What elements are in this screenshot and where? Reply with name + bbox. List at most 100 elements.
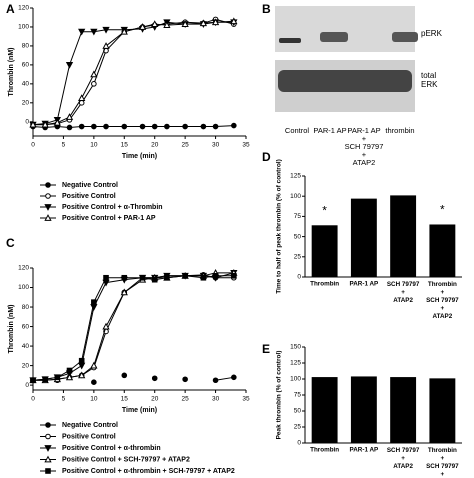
y-tick-label: 20 bbox=[22, 362, 30, 369]
marker bbox=[151, 123, 158, 130]
marker bbox=[182, 376, 188, 383]
marker bbox=[66, 367, 73, 374]
marker bbox=[212, 273, 219, 279]
marker bbox=[151, 375, 158, 382]
marker bbox=[199, 19, 208, 27]
marker bbox=[90, 70, 98, 78]
marker bbox=[91, 81, 97, 87]
series-line bbox=[215, 376, 234, 381]
y-tick-label: 20 bbox=[22, 100, 30, 107]
x-tick-label: 35 bbox=[242, 396, 250, 403]
x-tick-label: 10 bbox=[90, 142, 98, 149]
y-tick-label: 50 bbox=[294, 408, 302, 415]
x-tick-label: Thrombin+SCH 79797+ATAP2 bbox=[426, 447, 459, 478]
y-axis-label: Thrombin (nM) bbox=[8, 305, 15, 354]
y-tick-label: 125 bbox=[290, 360, 301, 367]
lane-label: PAR-1 AP + SCH 79797 + ATAP2 bbox=[345, 126, 384, 167]
x-tick-label: PAR-1 AP bbox=[350, 447, 379, 454]
x-tick-label: 15 bbox=[121, 396, 129, 403]
marker bbox=[53, 118, 61, 126]
series-line bbox=[33, 274, 234, 381]
legend-label: Negative Control bbox=[62, 182, 118, 189]
marker bbox=[78, 28, 86, 36]
legend-marker bbox=[44, 445, 52, 452]
marker bbox=[65, 373, 74, 381]
legend-label: Positive Control bbox=[62, 433, 116, 440]
bar bbox=[390, 195, 417, 277]
x-tick-label: 5 bbox=[62, 396, 66, 403]
marker bbox=[139, 274, 146, 281]
marker bbox=[90, 28, 98, 36]
y-tick-label: 150 bbox=[290, 344, 301, 351]
marker bbox=[139, 123, 146, 130]
y-tick-label: 125 bbox=[290, 173, 301, 180]
marker bbox=[42, 376, 48, 383]
x-tick-label: 25 bbox=[182, 142, 190, 149]
marker bbox=[121, 372, 128, 379]
y-tick-label: 0 bbox=[297, 440, 301, 447]
panel-letter: A bbox=[6, 2, 15, 16]
x-tick-label: SCH 79797 + ATAP2 bbox=[387, 281, 420, 304]
y-axis-label: Time to half of peak thrombin (% of cont… bbox=[276, 159, 283, 294]
marker bbox=[78, 94, 86, 101]
lane-label: thrombin bbox=[385, 126, 414, 135]
marker bbox=[78, 371, 86, 379]
marker bbox=[164, 123, 170, 130]
marker bbox=[151, 276, 158, 283]
bar bbox=[429, 224, 456, 277]
y-tick-label: 100 bbox=[290, 193, 301, 200]
marker bbox=[212, 123, 219, 130]
marker bbox=[120, 288, 128, 296]
panel-letter: B bbox=[262, 2, 271, 16]
marker bbox=[103, 274, 109, 281]
marker bbox=[78, 362, 86, 370]
bar bbox=[311, 225, 338, 277]
band bbox=[279, 38, 301, 43]
series-line bbox=[33, 18, 234, 126]
y-tick-label: 25 bbox=[294, 254, 302, 261]
x-tick-label: Thrombin bbox=[310, 447, 339, 454]
blot-pERK bbox=[275, 6, 415, 52]
y-tick-label: 0 bbox=[25, 382, 29, 389]
y-axis-label: Thrombin (nM) bbox=[8, 48, 15, 97]
marker bbox=[231, 122, 237, 129]
series-line bbox=[32, 21, 234, 126]
marker bbox=[78, 123, 85, 130]
y-tick-label: 80 bbox=[22, 43, 30, 50]
x-tick-label: SCH 79797 + ATAP2 bbox=[387, 447, 420, 470]
marker bbox=[91, 299, 97, 305]
marker bbox=[182, 123, 188, 130]
marker bbox=[102, 26, 110, 34]
legend-label: Positive Control + α-Thrombin bbox=[62, 204, 163, 211]
legend-marker bbox=[44, 455, 52, 463]
marker bbox=[181, 20, 189, 28]
marker bbox=[102, 42, 110, 49]
marker bbox=[91, 379, 97, 385]
y-tick-label: 100 bbox=[290, 376, 301, 383]
y-tick-label: 40 bbox=[22, 81, 30, 88]
marker bbox=[230, 17, 238, 25]
x-tick-label: 20 bbox=[151, 396, 159, 403]
band bbox=[320, 32, 348, 42]
y-axis-label: Peak thrombin (% of control) bbox=[276, 351, 283, 440]
y-tick-label: 100 bbox=[18, 284, 29, 291]
y-tick-label: 75 bbox=[294, 392, 302, 399]
marker bbox=[231, 273, 237, 279]
series-line bbox=[32, 272, 234, 381]
marker bbox=[121, 123, 128, 130]
marker bbox=[212, 377, 219, 384]
legend-label: Positive Control bbox=[62, 193, 116, 200]
x-tick-label: 30 bbox=[212, 396, 220, 403]
y-tick-label: 80 bbox=[22, 304, 30, 311]
x-tick-label: 0 bbox=[31, 142, 35, 149]
y-tick-label: 0 bbox=[25, 118, 29, 125]
y-tick-label: 120 bbox=[18, 5, 29, 12]
panel-letter: E bbox=[262, 342, 270, 356]
marker bbox=[164, 274, 170, 281]
x-tick-label: 30 bbox=[212, 142, 220, 149]
bar bbox=[311, 377, 338, 443]
marker bbox=[65, 61, 74, 69]
legend-marker bbox=[45, 468, 51, 474]
x-tick-label: Thrombin+SCH 79797+ATAP2 bbox=[426, 281, 459, 320]
x-tick-label: 20 bbox=[151, 142, 159, 149]
